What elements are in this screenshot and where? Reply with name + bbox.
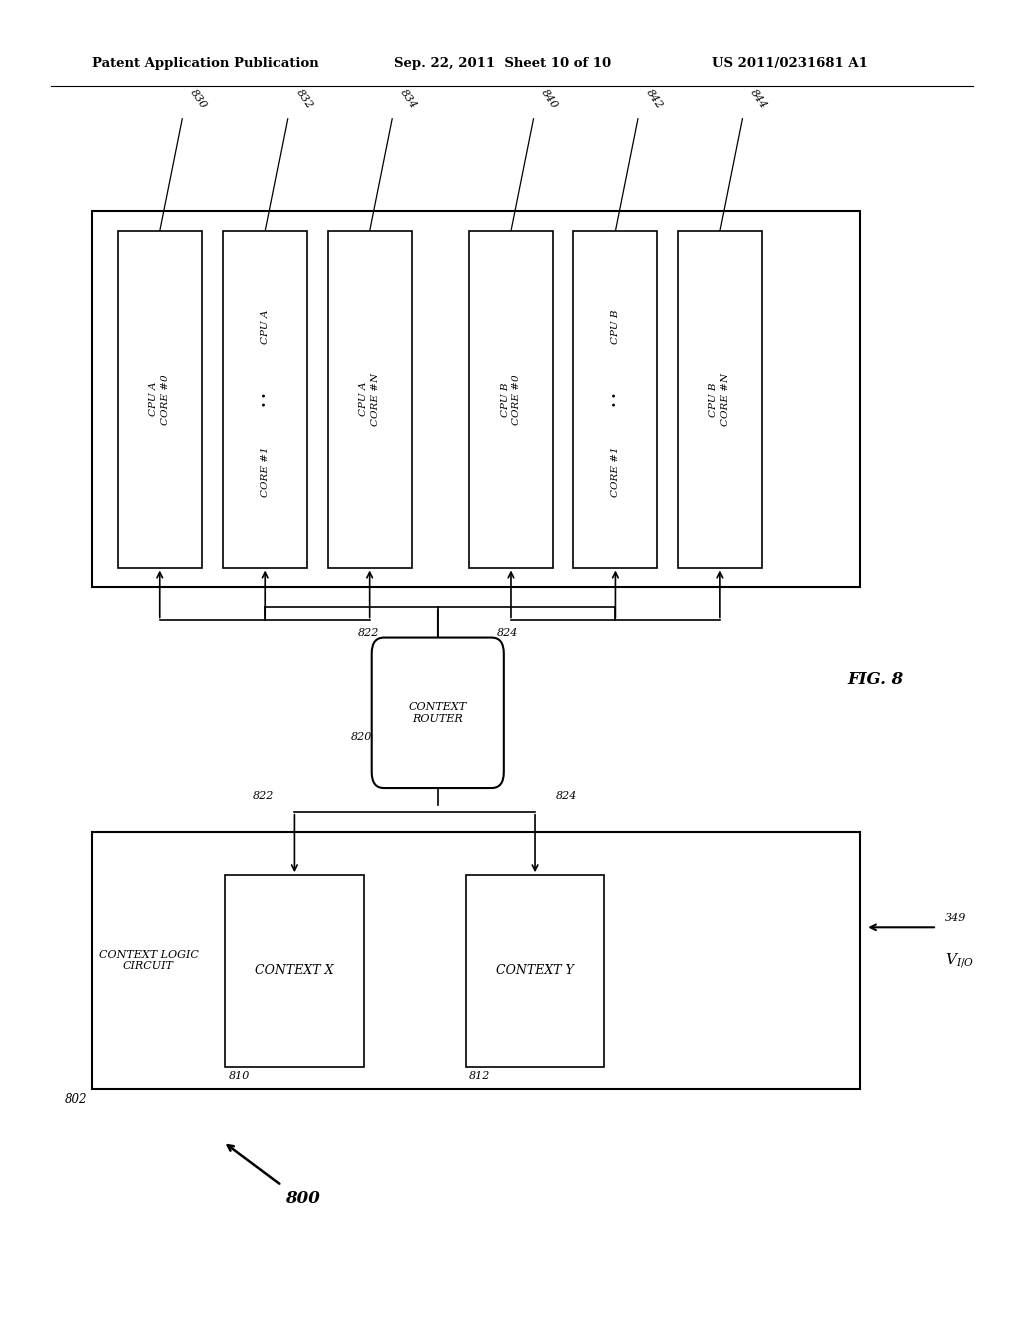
Text: 822: 822 xyxy=(253,791,273,801)
Bar xyxy=(328,231,412,568)
Text: CONTEXT LOGIC
CIRCUIT: CONTEXT LOGIC CIRCUIT xyxy=(98,949,199,972)
Text: Sep. 22, 2011  Sheet 10 of 10: Sep. 22, 2011 Sheet 10 of 10 xyxy=(394,57,611,70)
Text: 822: 822 xyxy=(357,627,379,638)
Text: 812: 812 xyxy=(469,1071,490,1081)
Text: CPU A
CORE #N: CPU A CORE #N xyxy=(359,372,380,426)
Text: 840: 840 xyxy=(540,87,560,111)
Text: 830: 830 xyxy=(188,87,209,111)
Bar xyxy=(225,875,364,1067)
Bar xyxy=(92,832,860,1089)
Bar xyxy=(118,231,202,568)
Text: CONTEXT X: CONTEXT X xyxy=(255,965,334,977)
Text: 810: 810 xyxy=(228,1071,250,1081)
Text: CPU B
CORE #0: CPU B CORE #0 xyxy=(501,374,521,425)
Text: 349: 349 xyxy=(945,913,967,923)
Text: CONTEXT Y: CONTEXT Y xyxy=(496,965,574,977)
Bar xyxy=(678,231,762,568)
Text: • •: • • xyxy=(610,392,621,407)
Bar xyxy=(92,211,860,587)
Text: 824: 824 xyxy=(555,791,577,801)
Text: CPU A: CPU A xyxy=(261,309,269,345)
Bar xyxy=(466,875,604,1067)
Text: FIG. 8: FIG. 8 xyxy=(848,672,903,688)
Text: CORE #1: CORE #1 xyxy=(611,446,620,498)
Text: CPU B
CORE #N: CPU B CORE #N xyxy=(710,372,730,426)
Text: 800: 800 xyxy=(285,1191,319,1206)
Bar xyxy=(223,231,307,568)
Text: $V_{I/O}$: $V_{I/O}$ xyxy=(945,950,975,970)
Text: CPU B: CPU B xyxy=(611,309,620,345)
Text: Patent Application Publication: Patent Application Publication xyxy=(92,57,318,70)
Text: CONTEXT
ROUTER: CONTEXT ROUTER xyxy=(409,702,467,723)
Text: 832: 832 xyxy=(294,87,314,111)
Text: 844: 844 xyxy=(749,87,769,111)
Text: US 2011/0231681 A1: US 2011/0231681 A1 xyxy=(712,57,867,70)
Text: • •: • • xyxy=(260,392,270,407)
Text: CPU A
CORE #0: CPU A CORE #0 xyxy=(150,374,170,425)
Text: 834: 834 xyxy=(398,87,419,111)
Text: 820: 820 xyxy=(350,731,372,742)
Text: CORE #1: CORE #1 xyxy=(261,446,269,498)
Bar xyxy=(573,231,657,568)
FancyBboxPatch shape xyxy=(372,638,504,788)
Text: 842: 842 xyxy=(644,87,665,111)
Bar xyxy=(469,231,553,568)
Text: 802: 802 xyxy=(65,1093,87,1106)
Text: 824: 824 xyxy=(497,627,518,638)
